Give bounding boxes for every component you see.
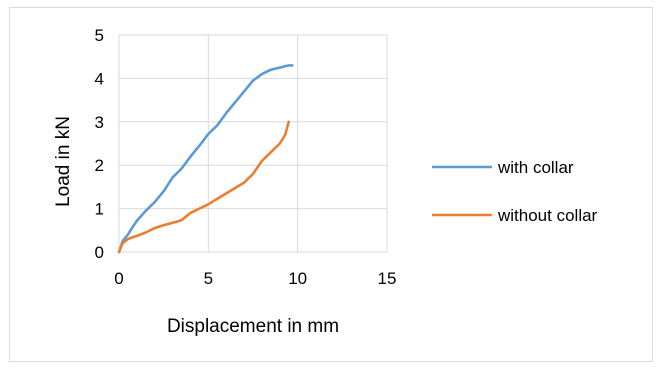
legend-label: without collar xyxy=(497,206,598,225)
x-tick-label: 5 xyxy=(204,269,213,288)
chart-frame: 0 1 2 3 4 5 0 5 10 15 with collar without collar D… xyxy=(9,7,653,362)
y-axis-title: Load in kN xyxy=(53,116,74,207)
gridlines xyxy=(118,34,388,253)
series-line-with-collar xyxy=(117,64,294,254)
y-tick-label: 1 xyxy=(95,200,104,219)
line-chart: 0 1 2 3 4 5 0 5 10 15 with collar without collar D… xyxy=(53,26,598,337)
axes: 0 1 2 3 4 5 0 5 10 15 xyxy=(95,26,397,288)
y-tick-label: 4 xyxy=(95,69,104,88)
x-tick-label: 10 xyxy=(288,269,307,288)
y-tick-label: 5 xyxy=(95,26,104,45)
y-tick-label: 2 xyxy=(95,156,104,175)
x-axis-title: Displacement in mm xyxy=(167,316,339,337)
legend: with collar without collar xyxy=(432,158,598,225)
series-lines xyxy=(117,64,294,254)
series-line-without-collar xyxy=(117,120,291,254)
legend-label: with collar xyxy=(497,158,574,177)
x-tick-label: 15 xyxy=(378,269,397,288)
y-tick-label: 3 xyxy=(95,113,104,132)
x-tick-label: 0 xyxy=(114,269,123,288)
y-tick-label: 0 xyxy=(95,243,104,262)
